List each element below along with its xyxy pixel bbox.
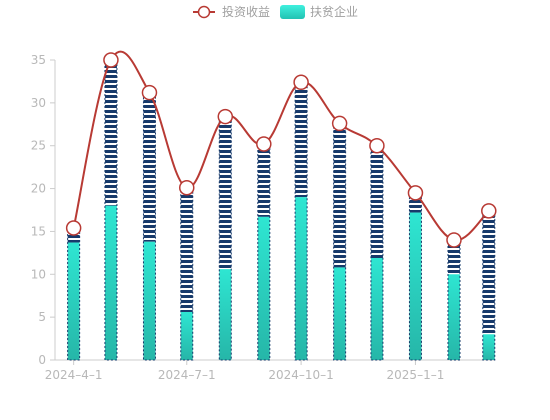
bar — [408, 192, 422, 361]
bar — [104, 59, 118, 361]
bar-segment-striped — [180, 187, 193, 312]
bar-segment-striped — [104, 60, 117, 206]
y-tick-label: 5 — [38, 310, 46, 324]
x-axis-ticks: 2024–4–1 2024–7–1 2024–10–1 2025–1–1 — [45, 360, 445, 382]
line-point[interactable] — [256, 136, 272, 152]
line-point[interactable] — [446, 232, 462, 248]
line-point[interactable] — [103, 52, 119, 68]
legend-bar-swatch — [280, 5, 305, 19]
y-axis: 0 5 10 15 20 25 30 35 — [31, 53, 56, 367]
bar — [257, 143, 271, 361]
y-tick-label: 30 — [31, 96, 46, 110]
x-tick-label: 2024–10–1 — [268, 368, 333, 382]
x-tick-label: 2025–1–1 — [387, 368, 445, 382]
bar-segment-base — [67, 242, 80, 360]
x-tick-label: 2024–4–1 — [45, 368, 103, 382]
x-axis: 2024–4–1 2024–7–1 2024–10–1 2025–1–1 — [45, 359, 495, 382]
legend-circle-marker — [197, 5, 211, 19]
y-tick-label: 15 — [31, 224, 46, 238]
bar-segment-base — [482, 334, 495, 360]
bar-segment-base — [447, 274, 460, 360]
bar-segment-base — [257, 216, 270, 360]
x-tick-label: 2024–7–1 — [158, 368, 216, 382]
line-point[interactable] — [65, 220, 82, 236]
bar-segment-striped — [482, 210, 495, 335]
bar — [142, 92, 156, 361]
bar-segment-striped — [219, 116, 232, 270]
legend-label-investment-return: 投资收益 — [222, 4, 270, 19]
bar-segment-base — [143, 241, 156, 360]
legend-item-poverty-enterprise[interactable]: 扶贫企业 — [280, 4, 358, 19]
line-point[interactable] — [331, 115, 348, 132]
bar-segment-striped — [333, 123, 346, 268]
line-point[interactable] — [217, 108, 234, 125]
bar-segment-striped — [295, 82, 308, 198]
bar — [294, 81, 308, 361]
y-tick-label: 0 — [38, 353, 46, 367]
bar-segment-base — [104, 205, 117, 360]
line-point[interactable] — [141, 84, 158, 101]
bar-segment-base — [333, 267, 346, 360]
bar-segment-striped — [143, 92, 156, 242]
y-axis-ticks: 0 5 10 15 20 25 30 35 — [31, 53, 55, 367]
y-tick-label: 20 — [31, 182, 46, 196]
bar-segment-striped — [447, 240, 460, 275]
y-tick-label: 35 — [31, 53, 46, 67]
line-series-investment-return — [65, 50, 497, 248]
bar-segment-striped — [370, 145, 383, 258]
bar — [180, 187, 194, 361]
legend-item-investment-return[interactable]: 投资收益 — [193, 4, 270, 19]
line-point[interactable] — [293, 74, 309, 91]
bar-segment-striped — [257, 144, 270, 217]
bar-segment-base — [409, 212, 422, 360]
bar-segment-base — [219, 269, 232, 360]
line-point[interactable] — [407, 185, 424, 201]
bar — [67, 227, 81, 361]
bar — [482, 210, 496, 361]
bar — [447, 239, 461, 361]
bar-segment-base — [370, 258, 383, 360]
bar — [370, 145, 384, 361]
y-tick-label: 10 — [31, 267, 46, 281]
bar-segment-base — [295, 197, 308, 360]
bar-series-poverty-enterprise — [67, 59, 496, 361]
line-point[interactable] — [369, 137, 385, 154]
legend-label-poverty-enterprise: 扶贫企业 — [310, 4, 358, 19]
line-point[interactable] — [179, 179, 195, 196]
bar — [333, 122, 347, 361]
legend[interactable]: 投资收益 扶贫企业 — [193, 4, 358, 19]
bar — [218, 116, 232, 361]
y-tick-label: 25 — [31, 139, 46, 153]
series-line — [72, 50, 490, 242]
line-point[interactable] — [481, 203, 497, 219]
bar-segment-base — [180, 312, 193, 360]
